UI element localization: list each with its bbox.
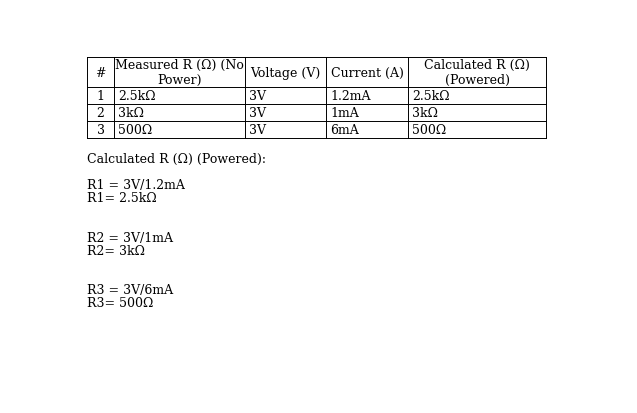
Text: 6mA: 6mA: [331, 124, 359, 137]
Text: 3kΩ: 3kΩ: [118, 107, 144, 120]
Text: R2= 3kΩ: R2= 3kΩ: [87, 244, 145, 257]
Text: 1: 1: [97, 90, 104, 103]
Text: 2.5kΩ: 2.5kΩ: [412, 90, 450, 103]
Text: R3= 500Ω: R3= 500Ω: [87, 297, 154, 309]
Text: 500Ω: 500Ω: [412, 124, 446, 137]
Text: Measured R (Ω) (No
Power): Measured R (Ω) (No Power): [115, 59, 244, 87]
Text: 500Ω: 500Ω: [118, 124, 152, 137]
Text: 3V: 3V: [249, 107, 266, 120]
Text: 3V: 3V: [249, 90, 266, 103]
Text: R1 = 3V/1.2mA: R1 = 3V/1.2mA: [87, 179, 185, 192]
Text: 3: 3: [97, 124, 104, 137]
Text: Calculated R (Ω) (Powered):: Calculated R (Ω) (Powered):: [87, 153, 266, 166]
Text: 2: 2: [97, 107, 104, 120]
Text: Current (A): Current (A): [331, 66, 404, 79]
Text: Voltage (V): Voltage (V): [250, 66, 321, 79]
Text: 1mA: 1mA: [331, 107, 359, 120]
Text: 3kΩ: 3kΩ: [412, 107, 438, 120]
Text: R2 = 3V/1mA: R2 = 3V/1mA: [87, 231, 173, 244]
Text: R3 = 3V/6mA: R3 = 3V/6mA: [87, 283, 173, 296]
Text: 2.5kΩ: 2.5kΩ: [118, 90, 156, 103]
Text: 1.2mA: 1.2mA: [331, 90, 371, 103]
Text: #: #: [96, 66, 106, 79]
Text: R1= 2.5kΩ: R1= 2.5kΩ: [87, 192, 157, 205]
Text: 3V: 3V: [249, 124, 266, 137]
Text: Calculated R (Ω)
(Powered): Calculated R (Ω) (Powered): [424, 59, 530, 87]
